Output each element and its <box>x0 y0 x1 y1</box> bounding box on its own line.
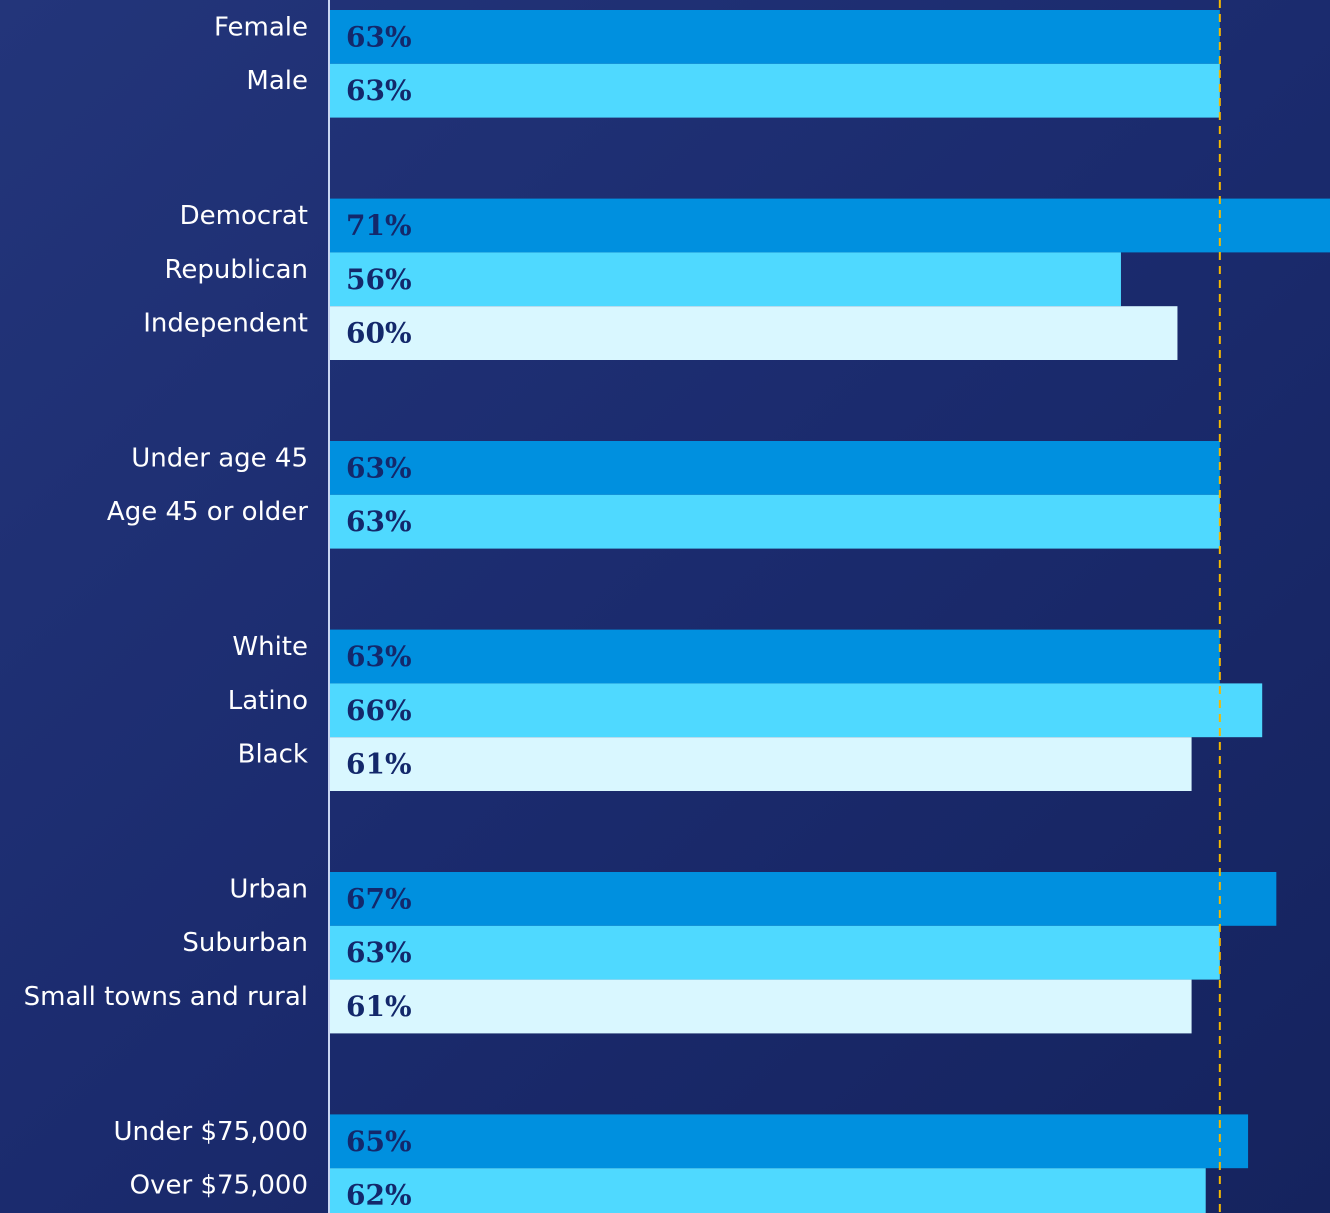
value-label: 63% <box>346 20 412 53</box>
category-label: Under age 45 <box>131 443 308 473</box>
category-label: Black <box>238 740 308 770</box>
bar <box>330 872 1277 926</box>
bar <box>330 63 1220 118</box>
value-label: 65% <box>346 1125 412 1158</box>
category-label: Republican <box>164 255 308 285</box>
category-label: Over $75,000 <box>130 1171 308 1201</box>
value-label: 61% <box>346 748 412 781</box>
value-label: 63% <box>346 505 412 538</box>
bar <box>330 10 1220 64</box>
category-label: Suburban <box>182 928 308 958</box>
bar <box>330 441 1220 495</box>
value-label: 66% <box>346 694 412 727</box>
category-label: White <box>232 632 308 662</box>
bar <box>330 683 1263 738</box>
bar <box>330 252 1121 307</box>
bar <box>330 925 1220 980</box>
bar <box>330 979 1192 1034</box>
value-label: 63% <box>346 451 412 484</box>
value-label: 63% <box>346 936 412 969</box>
category-label: Female <box>214 12 308 42</box>
value-label: 60% <box>346 317 412 350</box>
category-label: Independent <box>143 309 308 339</box>
value-label: 61% <box>346 990 412 1023</box>
value-label: 71% <box>346 209 412 242</box>
bar <box>330 1114 1249 1169</box>
value-label: 56% <box>346 263 412 296</box>
category-label: Under $75,000 <box>114 1117 308 1147</box>
bar <box>330 1168 1206 1213</box>
category-label: Age 45 or older <box>107 497 308 527</box>
bar <box>330 306 1178 360</box>
category-label: Latino <box>228 686 308 716</box>
value-label: 63% <box>346 640 412 673</box>
category-label: Urban <box>229 874 308 904</box>
value-label: 62% <box>346 1179 412 1212</box>
bar <box>330 629 1220 684</box>
category-label: Small towns and rural <box>24 982 308 1012</box>
category-label: Democrat <box>180 201 308 231</box>
value-label: 67% <box>346 882 412 915</box>
bar <box>330 198 1330 253</box>
value-label: 63% <box>346 74 412 107</box>
bar <box>330 737 1192 791</box>
category-label: Male <box>246 66 308 96</box>
bar <box>330 494 1220 549</box>
